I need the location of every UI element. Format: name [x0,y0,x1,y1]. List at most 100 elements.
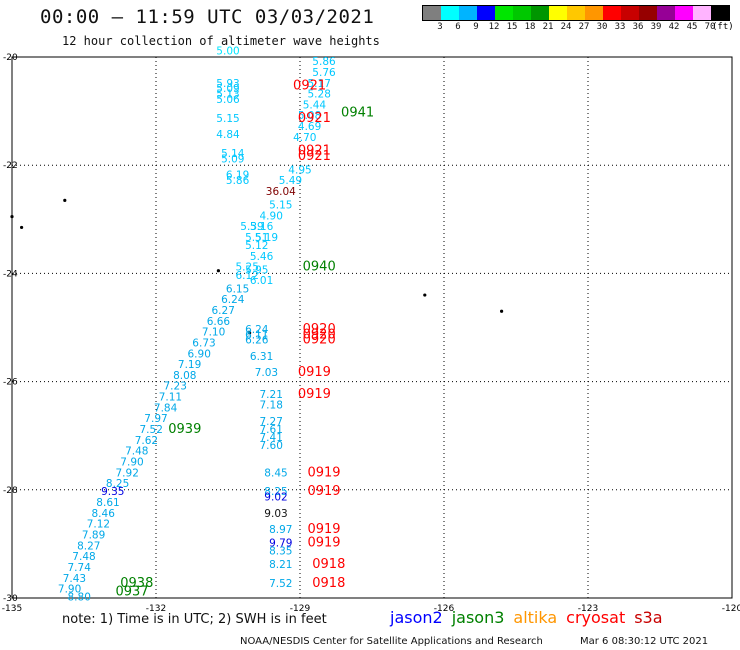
color-tick-label: 24 [560,22,572,32]
lon-tick-label: -129 [290,604,311,614]
credit-line: NOAA/NESDIS Center for Satellite Applica… [240,636,543,647]
track-time-label: 0919 [298,365,331,380]
swh-value-label: 8.27 [77,540,100,552]
color-tick-label: 27 [578,22,590,32]
swh-value-label: 7.62 [135,435,158,447]
swh-value-label: 7.23 [164,381,187,393]
swh-value-label: 5.14 [221,148,245,160]
track-time-label: 0919 [307,522,340,537]
color-tick-label: 18 [524,22,536,32]
swh-value-label: 5.17 [308,78,331,90]
track-time-label: 0938 [120,576,153,591]
lat-tick-label: -26 [3,378,18,388]
lon-tick-label: -135 [2,604,22,614]
swh-value-label: 5.28 [308,89,331,101]
swh-value-label: 8.80 [68,592,91,604]
swh-value-label: 6.24 [221,294,245,306]
swh-value-label: 8.21 [269,559,292,571]
track-labels: 0921092109210921094109400920092009200919… [115,78,374,599]
color-swatch [531,6,549,20]
color-swatch [675,6,693,20]
swh-value-label: 7.52 [140,424,163,436]
swh-value-label: 4.70 [293,132,316,144]
island-marker [423,293,427,297]
swh-value-label: 4.90 [260,210,283,222]
swh-value-label: 8.61 [96,497,119,509]
swh-value-label: 5.44 [303,99,327,111]
swh-value-label: 7.19 [178,359,201,371]
track-time-label: 0921 [298,149,331,164]
island-marker [248,331,252,335]
swh-value-label: 7.10 [202,327,225,339]
lat-tick-label: -24 [3,269,18,279]
swh-value-label: 7.48 [72,551,95,563]
color-swatch [693,6,711,20]
track-time-label: 0921 [298,143,331,158]
island-marker [10,214,14,219]
swh-value-label: 4.95 [288,164,311,176]
color-swatch [549,6,567,20]
swh-value-label: 8.08 [173,370,196,382]
swh-value-label: 6.24 [245,324,269,336]
swh-value-label: 6.15 [226,283,249,295]
swh-value-label: 7.90 [58,584,81,596]
map-subtitle: 12 hour collection of altimeter wave hei… [62,34,380,48]
track-time-label: 0939 [168,422,201,437]
legend-altika: altika [513,608,558,627]
swh-value-label: 5.19 [255,232,278,244]
track-time-label: 0940 [303,260,336,275]
color-swatch [621,6,639,20]
swh-value-label: 6.11 [245,329,268,341]
color-swatch [495,6,513,20]
swh-value-label: 5.95 [245,264,268,276]
swh-value-label: 5.06 [216,94,240,106]
axis-labels: -135 -132 -129 -126 -123 -120 -20 -22 -24 -26 -28 -… [2,53,740,614]
lat-tick-label: -22 [3,161,18,171]
lat-tick-label: -28 [3,486,18,496]
swh-value-label: 5.08 [298,110,321,122]
island-marker [216,269,220,273]
swh-value-label: 7.48 [125,446,148,458]
lat-tick-label: -20 [3,53,18,63]
swh-value-label: 7.92 [116,467,139,479]
swh-value-label: 8.46 [92,508,116,520]
swh-value-label: 7.12 [87,519,110,531]
map-border [11,56,733,599]
track-time-label: 0919 [307,484,340,499]
lon-tick-label: -126 [434,604,455,614]
swh-value-label: 5.16 [250,221,274,233]
swh-value-label: 5.86 [226,175,250,187]
swh-value-label: 7.18 [260,400,283,412]
swh-value-label: 5.93 [216,78,239,90]
swh-value-label: 8.35 [269,546,292,558]
color-scale-unit: (ft) [712,22,734,32]
lon-tick-label: -132 [146,604,166,614]
color-swatch [711,6,729,20]
track-time-label: 0920 [303,322,336,337]
swh-value-label: 5.86 [312,56,336,68]
swh-value-label: 7.52 [269,578,292,590]
swh-value-label: 9.35 [101,486,124,498]
swh-value-label: 6.19 [226,170,249,182]
lon-tick-label: -120 [722,604,740,614]
swh-value-label: 7.90 [120,456,143,468]
swh-value-label: 7.43 [63,573,86,585]
map-frame [11,56,733,599]
swh-value-label: 5.76 [312,67,336,79]
swh-value-label: 5.15 [269,199,292,211]
track-time-label: 0919 [307,465,340,480]
color-tick-label: 33 [614,22,626,32]
swh-value-label: 5.13 [216,89,239,101]
color-tick-label: 45 [686,22,698,32]
color-tick-label: 12 [488,22,500,32]
lat-tick-label: -30 [3,594,18,604]
legend-jason3: jason3 [451,608,505,627]
swh-value-label: 6.31 [250,351,273,363]
track-time-label: 0918 [312,557,345,572]
swh-value-label: 5.15 [216,113,239,125]
swh-value-label: 4.84 [216,129,240,141]
track-time-label: 0921 [293,78,326,93]
color-swatch [459,6,477,20]
swh-value-label: 9.79 [269,538,292,550]
swh-value-label: 6.27 [212,305,235,317]
